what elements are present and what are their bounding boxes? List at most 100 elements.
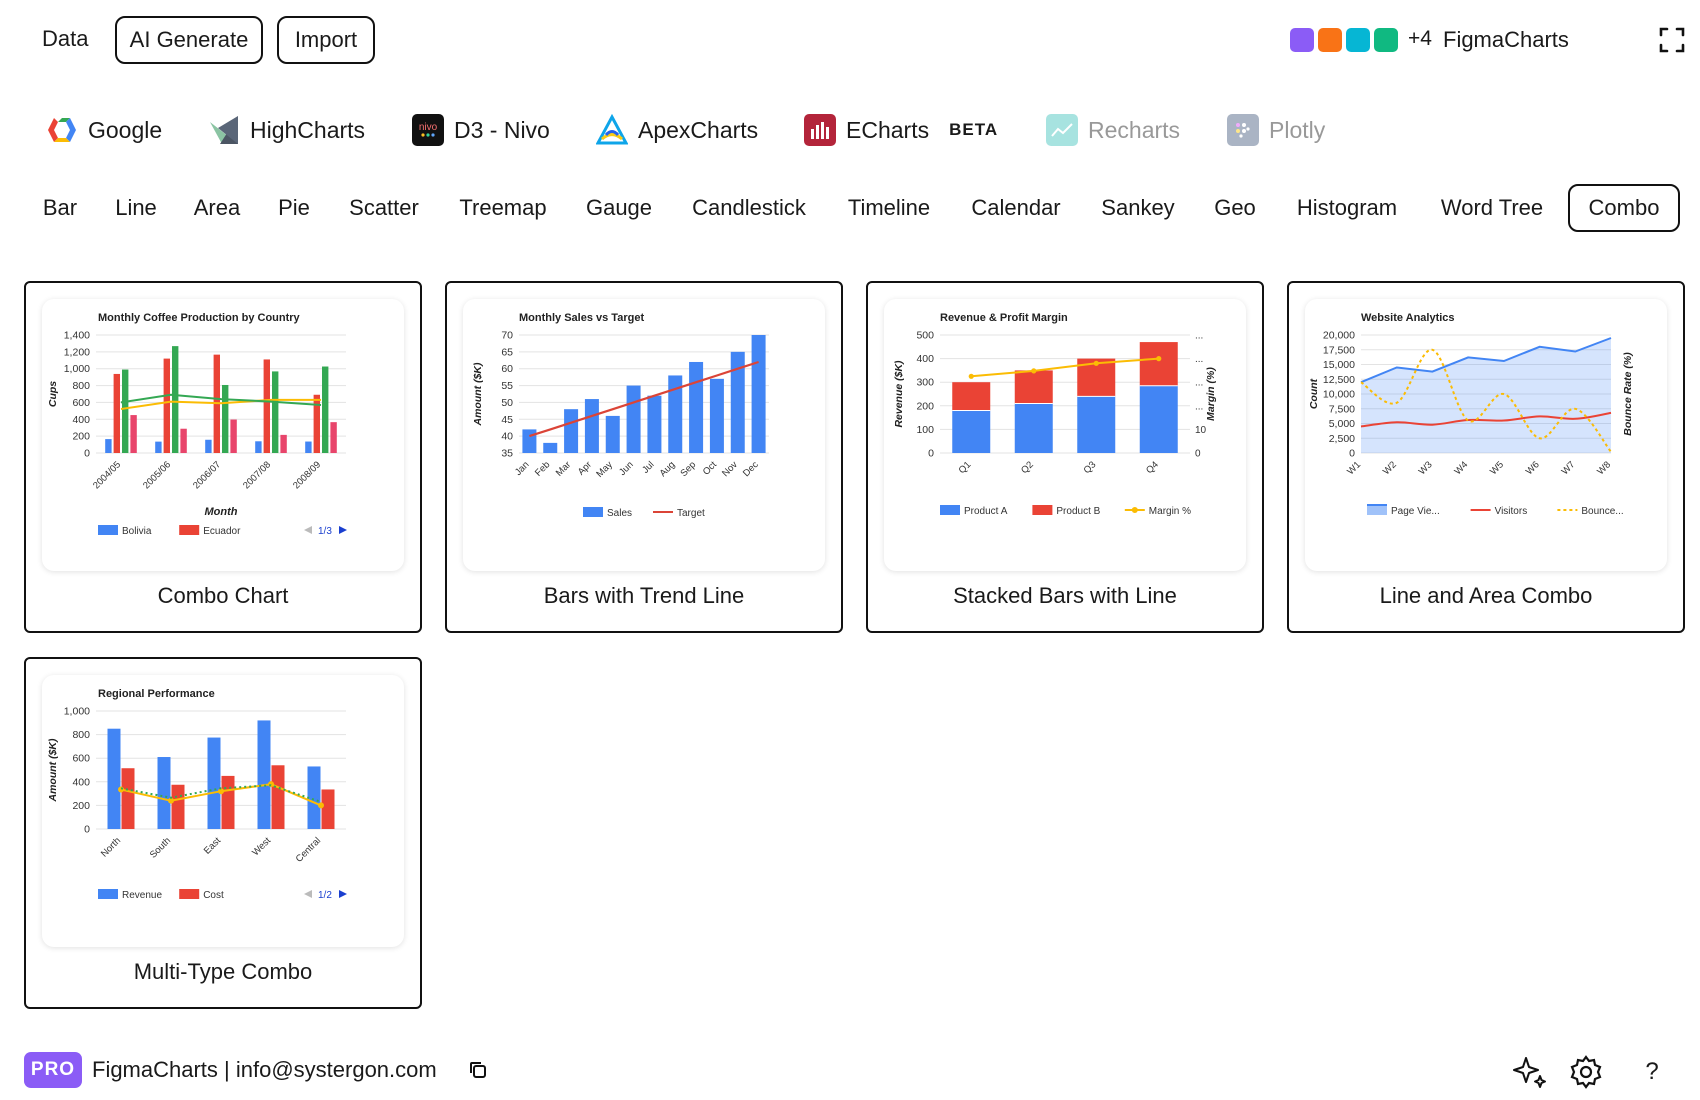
bar — [605, 415, 620, 453]
legend-label: Revenue — [122, 890, 162, 901]
y-tick-label: 12,500 — [1323, 374, 1355, 386]
ai-generate-button[interactable]: AI Generate — [115, 16, 263, 64]
y-tick-label: 17,500 — [1323, 344, 1355, 356]
tab-scatter[interactable]: Scatter — [349, 195, 419, 220]
more-palettes-count[interactable]: +4 — [1408, 27, 1432, 50]
bar — [313, 394, 320, 453]
bar — [155, 441, 162, 453]
x-tick-label: Jul — [640, 459, 656, 475]
line-point — [118, 786, 124, 793]
library-tab-echarts[interactable]: ECharts BETA — [804, 114, 998, 146]
data-tab[interactable]: Data — [42, 26, 89, 51]
x-tick-label: Sep — [678, 459, 698, 479]
expand-icon[interactable] — [1658, 26, 1686, 54]
margin-line — [971, 357, 1159, 378]
tab-timeline[interactable]: Timeline — [847, 195, 931, 220]
bar-segment — [1139, 385, 1178, 453]
y-tick-label: 400 — [72, 414, 90, 426]
bar — [751, 335, 766, 453]
library-tab-recharts[interactable]: Recharts — [1046, 114, 1180, 146]
sparkle-icon[interactable] — [1512, 1054, 1548, 1090]
tab-candlestick[interactable]: Candlestick — [692, 195, 806, 220]
x-tick-label: W5 — [1488, 459, 1506, 477]
x-tick-label: May — [594, 459, 615, 480]
bar — [222, 384, 229, 453]
y-axis-label: Count — [1308, 378, 1320, 409]
library-tab-google[interactable]: Google — [46, 114, 162, 146]
x-tick-label: 2008/09 — [291, 459, 323, 491]
x-tick-label: Q2 — [1019, 459, 1036, 476]
library-tab-highcharts[interactable]: HighCharts — [208, 114, 365, 146]
bar-segment — [952, 410, 991, 453]
tab-treemap[interactable]: Treemap — [459, 195, 547, 220]
library-label: Google — [88, 116, 163, 143]
tab-calendar[interactable]: Calendar — [971, 195, 1061, 220]
y2-tick-label: ... — [1195, 331, 1203, 342]
tab-geo[interactable]: Geo — [1214, 195, 1256, 220]
y-tick-label: 600 — [72, 753, 90, 765]
multi-type-chart-preview: Regional Performance 0 200 400 600 800 1,000 Am… — [47, 688, 347, 901]
x-tick-label: Dec — [741, 459, 761, 479]
chart-card-line-area[interactable]: Website Analytics 0 2,500 5,000 7,500 10,000 1… — [1287, 281, 1685, 633]
tab-sankey[interactable]: Sankey — [1101, 195, 1175, 220]
line-point — [968, 373, 974, 379]
palette-swatch[interactable] — [1346, 28, 1370, 52]
tab-bar[interactable]: Bar — [42, 195, 78, 220]
bar — [172, 346, 179, 453]
bar — [689, 361, 704, 453]
copy-icon[interactable] — [468, 1060, 488, 1080]
tab-histogram[interactable]: Histogram — [1296, 195, 1398, 220]
x-tick-label: Central — [294, 835, 323, 864]
palette-swatch[interactable] — [1374, 28, 1398, 52]
palette-swatch[interactable] — [1290, 28, 1314, 52]
brand-name: FigmaCharts — [1443, 27, 1569, 52]
tab-pie[interactable]: Pie — [278, 195, 310, 220]
tab-gauge[interactable]: Gauge — [585, 195, 653, 220]
legend-label: Visitors — [1495, 506, 1528, 517]
series-line — [120, 393, 322, 406]
chart-card-bars-trend[interactable]: Monthly Sales vs Target 35 40 45 50 55 60 65 70 A… — [445, 281, 843, 633]
help-icon[interactable]: ? — [1645, 1058, 1659, 1085]
chart-card-combo[interactable]: Monthly Coffee Production by Country 0 200… — [24, 281, 422, 633]
y-tick-label: 10,000 — [1323, 389, 1355, 401]
y2-tick-label: ... — [1195, 401, 1203, 412]
footer: PRO FigmaCharts | info@systergon.com ? — [0, 1048, 1700, 1092]
bar — [257, 720, 271, 829]
chart-type-tabs: Bar Line Area Pie Scatter Treemap Gauge … — [0, 184, 1700, 234]
library-tab-nivo[interactable]: nivo D3 - Nivo — [412, 114, 550, 146]
tab-line[interactable]: Line — [115, 195, 157, 220]
line-point — [218, 788, 224, 795]
library-tab-apexcharts[interactable]: ApexCharts — [596, 114, 758, 146]
palette-swatch[interactable] — [1318, 28, 1342, 52]
library-tab-plotly[interactable]: Plotly — [1227, 114, 1325, 146]
tab-combo[interactable]: Combo — [1568, 184, 1680, 232]
y-tick-label: 45 — [501, 414, 513, 426]
legend-label: Sales — [607, 508, 632, 519]
bar — [626, 385, 641, 453]
palette-swatches[interactable] — [1290, 28, 1398, 52]
chart-preview: Revenue & Profit Margin 0 100 200 300 400 500 0… — [884, 299, 1246, 571]
bar — [709, 378, 724, 453]
bar — [122, 369, 129, 453]
y-tick-label: 5,000 — [1329, 418, 1355, 430]
tab-area[interactable]: Area — [193, 195, 241, 220]
y-axis-label: Amount ($K) — [472, 362, 484, 426]
x-tick-label: North — [99, 835, 123, 859]
chart-card-stacked-line[interactable]: Revenue & Profit Margin 0 100 200 300 400 500 0… — [866, 281, 1264, 633]
combo-chart-preview: Monthly Coffee Production by Country0200… — [47, 312, 347, 537]
import-button[interactable]: Import — [277, 16, 375, 64]
pro-badge[interactable]: PRO — [24, 1052, 82, 1088]
y-tick-label: 70 — [501, 330, 513, 342]
y-tick-label: 400 — [72, 776, 90, 788]
bar — [330, 422, 337, 453]
line-area-chart-preview: Website Analytics 0 2,500 5,000 7,500 10,000 1… — [1308, 312, 1634, 517]
visitors-line — [1360, 411, 1612, 428]
x-tick-label: Oct — [701, 459, 719, 477]
bars-trend-chart-preview: Monthly Sales vs Target 35 40 45 50 55 60 65 70 A… — [472, 312, 769, 519]
tab-word-tree[interactable]: Word Tree — [1440, 195, 1544, 220]
legend-swatch — [1032, 505, 1053, 515]
gear-icon[interactable] — [1568, 1054, 1604, 1090]
chart-card-multi-type[interactable]: Regional Performance 0 200 400 600 800 1,000 Am… — [24, 657, 422, 1009]
chart-title: Regional Performance — [98, 688, 215, 700]
legend-swatch — [940, 505, 960, 515]
